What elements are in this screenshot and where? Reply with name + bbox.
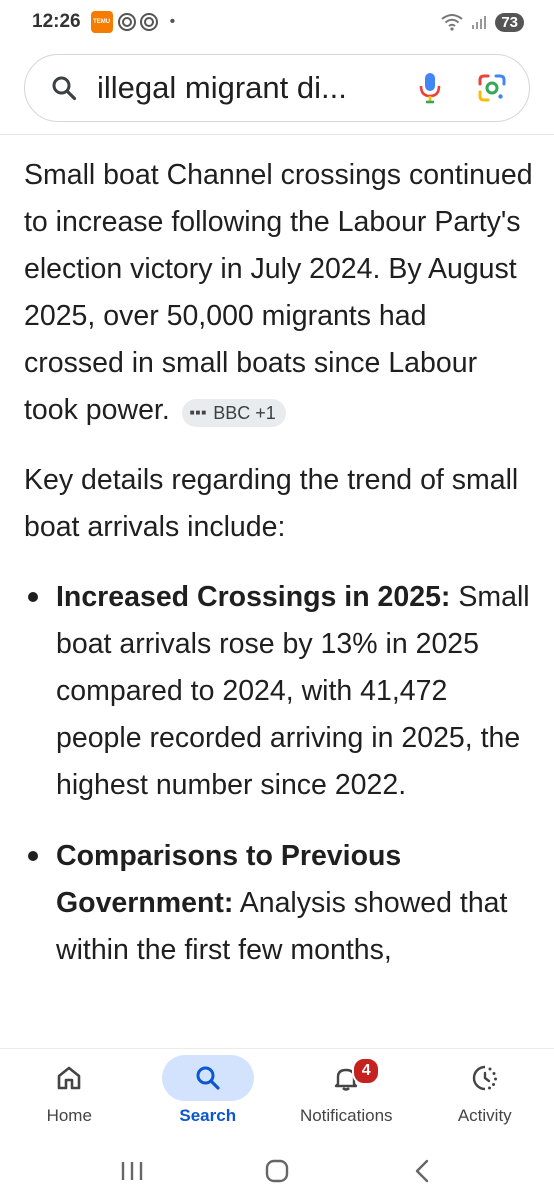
search-icon [196, 1066, 220, 1090]
back-chevron-icon [415, 1159, 428, 1183]
nav-search[interactable]: Search [139, 1049, 278, 1143]
notification-ring-icon-2 [139, 13, 158, 31]
signal-icon [472, 16, 487, 29]
status-time: 12:26 [32, 11, 81, 32]
status-bar: 12:26 TEMU • 73 [0, 0, 554, 44]
notification-ring-icon [117, 13, 136, 31]
bullet-text: Analysis showed that within the first fe… [56, 887, 508, 966]
summary-paragraph: Small boat Channel crossings continued t… [24, 152, 534, 434]
list-item: Increased Crossings in 2025: Small boat … [24, 574, 534, 809]
activity-icon [472, 1065, 497, 1091]
home-circle-icon [265, 1159, 289, 1183]
microphone-icon[interactable] [417, 71, 443, 105]
ai-overview-content: Small boat Channel crossings continued t… [24, 152, 534, 998]
recent-apps-button[interactable] [102, 1151, 162, 1191]
nav-home-icon-wrap [23, 1055, 115, 1101]
citation-chip[interactable]: ■■■ BBC +1 [181, 399, 286, 427]
summary-text: Small boat Channel crossings continued t… [24, 159, 533, 426]
bullet-icon [28, 592, 38, 602]
nav-search-icon-wrap [161, 1055, 254, 1101]
temu-app-icon: TEMU [90, 11, 113, 33]
nav-activity[interactable]: Activity [416, 1049, 554, 1143]
key-details-list: Increased Crossings in 2025: Small boat … [24, 574, 534, 974]
wifi-icon [441, 14, 463, 31]
nav-search-label: Search [179, 1106, 237, 1125]
nav-activity-label: Activity [457, 1106, 512, 1125]
list-item: Comparisons to Previous Government: Anal… [24, 833, 534, 974]
home-icon [57, 1066, 81, 1090]
header-divider [0, 134, 554, 135]
temu-label: TEMU [93, 19, 111, 25]
nav-notifications[interactable]: 4 Notifications [277, 1049, 416, 1143]
nav-activity-icon-wrap [439, 1055, 531, 1101]
bullet-title: Increased Crossings in 2025: [56, 581, 451, 613]
nav-home-label: Home [46, 1106, 92, 1125]
nav-home[interactable]: Home [0, 1049, 139, 1143]
bullet-text: Small boat arrivals rose by 13% in 2025 … [56, 581, 530, 801]
notification-count-badge: 4 [352, 1057, 381, 1085]
home-button[interactable] [247, 1151, 307, 1191]
google-lens-icon[interactable] [477, 73, 507, 103]
bottom-navigation: Home Search 4 Notifications [0, 1048, 554, 1143]
nav-notifications-icon-wrap: 4 [300, 1055, 392, 1101]
bullet-icon [28, 851, 38, 861]
system-navigation-bar [0, 1142, 554, 1200]
recent-apps-icon [122, 1162, 143, 1180]
source-icon: ■■■ [189, 408, 208, 417]
battery-indicator: 73 [495, 12, 524, 32]
status-right: 73 [441, 12, 524, 32]
back-button[interactable] [392, 1151, 452, 1191]
bullet-title: Comparisons to Previous Government: [56, 840, 402, 919]
search-query[interactable]: illegal migrant di... [97, 70, 347, 105]
nav-notifications-label: Notifications [299, 1106, 393, 1125]
key-details-paragraph: Key details regarding the trend of small… [24, 464, 519, 543]
citation-label: BBC +1 [213, 403, 276, 423]
search-icon [52, 76, 77, 101]
more-notifications-dot: • [169, 13, 176, 30]
search-bar[interactable]: illegal migrant di... [24, 54, 530, 122]
